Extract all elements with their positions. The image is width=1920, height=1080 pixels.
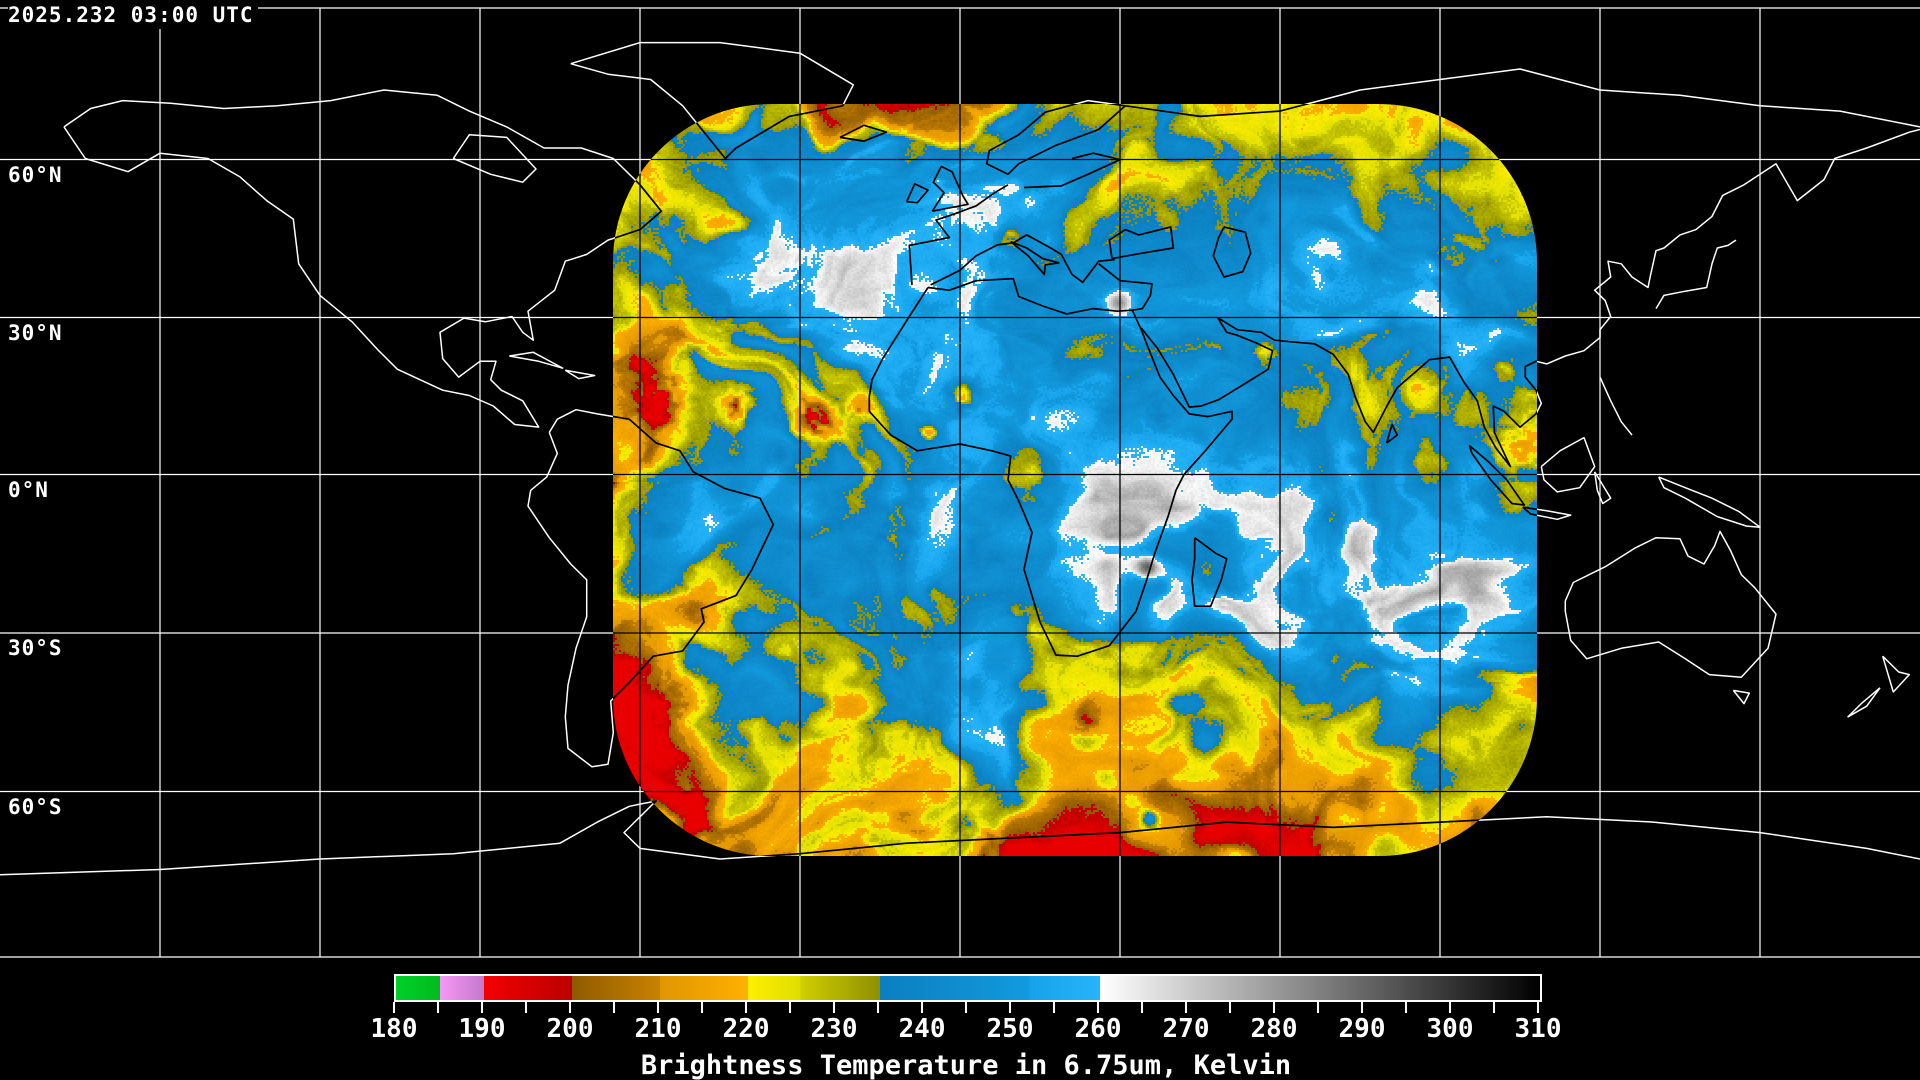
colorbar-tick-label: 290	[1338, 1014, 1386, 1044]
colorbar-tick-label: 230	[810, 1014, 858, 1044]
colorbar-tick	[1053, 1002, 1055, 1013]
colorbar-tick	[1405, 1002, 1407, 1013]
colorbar-tick	[1009, 1002, 1011, 1013]
colorbar-tick	[437, 1002, 439, 1013]
colorbar-tick	[613, 1002, 615, 1013]
satellite-data-swath	[613, 104, 1537, 856]
colorbar-tick	[1229, 1002, 1231, 1013]
colorbar-tick-label: 190	[458, 1014, 506, 1044]
colorbar-tick	[1361, 1002, 1363, 1013]
colorbar-tick	[1141, 1002, 1143, 1013]
colorbar-tick-label: 270	[1162, 1014, 1210, 1044]
colorbar-tick	[965, 1002, 967, 1013]
colorbar-tick-label: 300	[1426, 1014, 1474, 1044]
colorbar-tick-label: 220	[722, 1014, 770, 1044]
colorbar-tick	[1449, 1002, 1451, 1013]
colorbar-tick-label: 240	[898, 1014, 946, 1044]
colorbar-tick	[789, 1002, 791, 1013]
latitude-label: 0°N	[8, 477, 54, 503]
colorbar-tick-label: 210	[634, 1014, 682, 1044]
colorbar-tick	[877, 1002, 879, 1013]
colorbar-tick	[921, 1002, 923, 1013]
colorbar-tick	[1185, 1002, 1187, 1013]
colorbar-tick	[569, 1002, 571, 1013]
colorbar-tick	[745, 1002, 747, 1013]
colorbar-tick	[1537, 1002, 1539, 1013]
colorbar-tick	[657, 1002, 659, 1013]
colorbar-tick	[833, 1002, 835, 1013]
colorbar-tick-label: 250	[986, 1014, 1034, 1044]
colorbar-tick-label: 280	[1250, 1014, 1298, 1044]
colorbar-tick-label: 310	[1514, 1014, 1562, 1044]
colorbar-tick-label: 180	[370, 1014, 418, 1044]
colorbar-tick	[1317, 1002, 1319, 1013]
latitude-label: 60°N	[8, 162, 68, 188]
colorbar-tick	[1493, 1002, 1495, 1013]
colorbar-tick	[481, 1002, 483, 1013]
brightness-temperature-canvas	[613, 104, 1537, 856]
colorbar-title: Brightness Temperature in 6.75um, Kelvin	[640, 1050, 1292, 1080]
colorbar-tick	[393, 1002, 395, 1013]
colorbar-tick-label: 200	[546, 1014, 594, 1044]
colorbar-gradient	[394, 974, 1542, 1002]
timestamp-label: 2025.232 03:00 UTC	[8, 3, 258, 29]
latitude-label: 30°S	[8, 636, 68, 661]
colorbar-tick	[1097, 1002, 1099, 1013]
colorbar-tick	[701, 1002, 703, 1013]
colorbar-tick-label: 260	[1074, 1014, 1122, 1044]
colorbar-tick	[525, 1002, 527, 1013]
latitude-label: 60°S	[8, 794, 68, 820]
latitude-label: 30°N	[8, 320, 68, 346]
colorbar-tick	[1273, 1002, 1275, 1013]
